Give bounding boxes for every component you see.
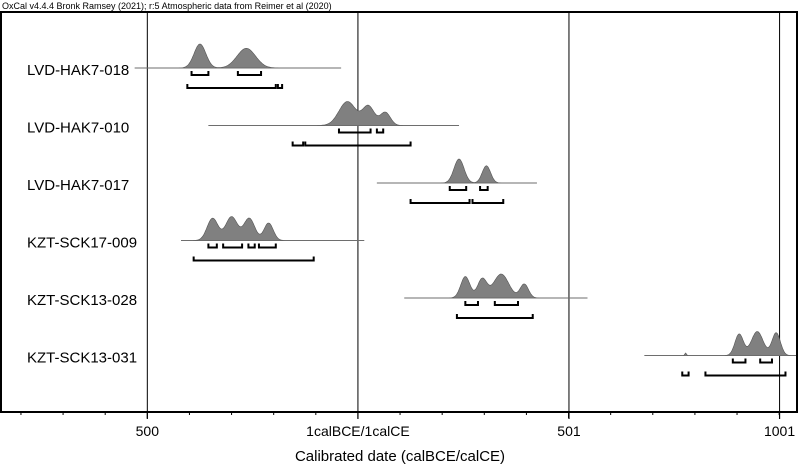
sample-rows: LVD-HAK7-018 LVD-HAK7-010 LVD-HAK7-017 KZT-… (27, 43, 796, 377)
sample-label: LVD-HAK7-018 (27, 62, 129, 79)
range-bracket-95 (192, 256, 315, 262)
sample-row: LVD-HAK7-018 (27, 43, 342, 89)
range-bracket-95 (704, 371, 787, 377)
probability-distribution (404, 273, 588, 299)
range-bracket-95 (471, 199, 505, 204)
probability-distribution (181, 216, 365, 241)
sample-row: LVD-HAK7-017 (27, 158, 537, 204)
probability-distribution (376, 158, 537, 184)
range-bracket-68 (190, 71, 210, 76)
range-bracket-95 (276, 84, 284, 89)
range-bracket-95 (455, 314, 534, 319)
sample-label: KZT-SCK13-028 (27, 292, 137, 309)
range-bracket-95 (304, 141, 412, 147)
range-bracket-68 (448, 186, 468, 191)
range-bracket-68 (731, 358, 747, 364)
probability-distribution (644, 331, 796, 356)
range-bracket-68 (479, 186, 489, 191)
sample-label: LVD-HAK7-010 (27, 120, 129, 137)
sample-row: LVD-HAK7-010 (27, 101, 460, 147)
range-bracket-68 (236, 71, 263, 76)
range-bracket-68 (207, 243, 218, 249)
probability-distribution (134, 43, 342, 69)
range-bracket-95 (186, 84, 277, 89)
range-bracket-68 (222, 243, 244, 249)
sample-label: KZT-SCK17-009 (27, 235, 137, 252)
sample-label: LVD-HAK7-017 (27, 177, 129, 194)
range-bracket-95 (681, 371, 690, 377)
range-bracket-68 (257, 243, 277, 249)
software-credit-header: OxCal v4.4.4 Bronk Ramsey (2021); r:5 At… (2, 1, 332, 11)
probability-distribution (208, 101, 459, 126)
range-bracket-68 (759, 358, 773, 364)
x-tick-label: 1calBCE/1calCE (306, 423, 410, 439)
range-bracket-68 (375, 128, 385, 134)
range-bracket-68 (493, 301, 519, 306)
sample-label: KZT-SCK13-031 (27, 350, 137, 367)
x-tick-label: 1001 (764, 423, 795, 439)
sample-row: KZT-SCK13-031 (27, 331, 796, 377)
x-axis-ticks: 500 1calBCE/1calCE 501 1001 (20, 412, 795, 439)
x-tick-label: 500 (136, 423, 160, 439)
plot-frame (0, 11, 798, 413)
sample-row: KZT-SCK17-009 (27, 216, 365, 262)
range-bracket-95 (291, 141, 305, 147)
range-bracket-68 (247, 243, 256, 249)
range-bracket-68 (337, 128, 372, 134)
x-axis-label: Calibrated date (calBCE/calCE) (295, 448, 505, 465)
sample-row: KZT-SCK13-028 (27, 273, 588, 319)
x-tick-label: 501 (557, 423, 581, 439)
range-bracket-68 (464, 301, 479, 306)
range-bracket-95 (409, 199, 471, 204)
gridlines (146, 12, 781, 412)
